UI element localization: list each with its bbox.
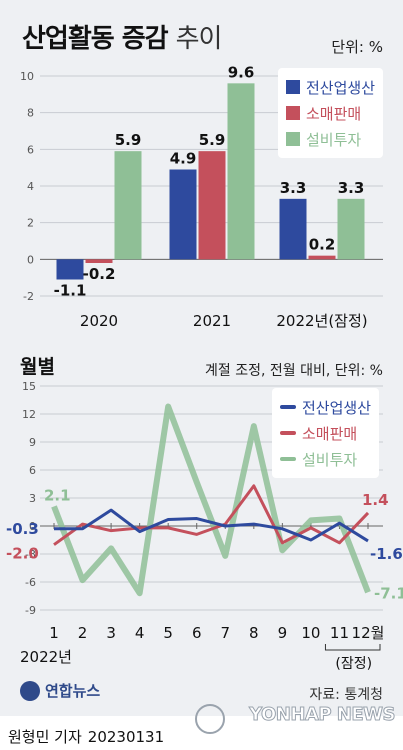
- source-note: 자료: 통계청: [309, 687, 383, 703]
- bar-retail: [198, 151, 226, 260]
- monthly-unit-label: 계절 조정, 전월 대비, 단위: %: [205, 363, 383, 379]
- provisional-note: (잠정): [335, 656, 372, 672]
- start-label-investment: 2.1: [44, 486, 71, 504]
- series-line-retail: [53, 484, 370, 546]
- x-tick-label: 12월: [352, 624, 385, 642]
- line-legend: 전산업생산 소매판매 설비투자: [272, 388, 380, 478]
- x-tick-label: 3: [106, 624, 116, 642]
- end-label-retail: 1.4: [362, 491, 389, 509]
- bar-data-label: 9.6: [228, 63, 255, 81]
- x-category-label: 2020: [80, 312, 118, 330]
- x-tick-label: 11: [330, 624, 349, 642]
- watermark-icon: [195, 704, 225, 734]
- series-line-investment: [51, 403, 371, 597]
- y-tick-label: 6: [29, 464, 36, 477]
- series-line-production: [54, 508, 369, 543]
- y-tick-label: 15: [22, 380, 36, 393]
- x-tick-label: 5: [163, 624, 173, 642]
- y-tick-label: 12: [22, 408, 36, 421]
- legend-line-retail: 소매판매: [280, 420, 371, 446]
- x-tick-label: 10: [301, 624, 320, 642]
- bar-investment: [337, 198, 365, 260]
- legend-item-retail: 소매판매: [286, 100, 375, 126]
- end-label-investment: -7.1: [374, 584, 403, 602]
- bar-production: [169, 169, 197, 260]
- bar-data-label: 4.9: [170, 150, 197, 168]
- x-category-label: 2022년(잠정): [276, 312, 367, 330]
- bar-legend: 전산업생산 소매판매 설비투자: [278, 68, 384, 158]
- x-tick-label: 7: [220, 624, 230, 642]
- bar-data-label: 3.3: [338, 179, 365, 197]
- yonhap-logo-icon: [20, 680, 40, 701]
- legend-line-investment: 설비투자: [280, 446, 371, 472]
- x-tick-label: 9: [278, 624, 288, 642]
- y-tick-label: -3: [25, 548, 36, 561]
- y-tick-label: 0: [27, 253, 34, 266]
- monthly-section-title: 월별: [20, 356, 55, 378]
- y-tick-label: 2: [27, 217, 34, 230]
- y-tick-label: 3: [29, 492, 36, 505]
- y-tick-label: -6: [25, 576, 36, 589]
- bar-retail: [308, 255, 336, 260]
- bar-production: [56, 259, 84, 280]
- watermark: YONHAP NEWS: [249, 704, 396, 726]
- bar-data-label: 0.2: [309, 236, 336, 254]
- reporter-credit: 원형민 기자 20230131: [8, 728, 165, 746]
- x-tick-label: 6: [192, 624, 202, 642]
- bar-data-label: 3.3: [280, 179, 307, 197]
- y-tick-label: 0: [29, 520, 36, 533]
- y-tick-label: -2: [23, 290, 34, 303]
- y-tick-label: 8: [27, 107, 34, 120]
- bar-investment: [227, 83, 255, 260]
- y-tick-label: 4: [27, 180, 34, 193]
- y-tick-label: -9: [25, 604, 36, 617]
- bar-production: [279, 198, 307, 260]
- unit-label: 단위: %: [331, 38, 383, 56]
- annual-bar-chart: -202468102020-1.1-0.25.920214.95.99.6202…: [20, 63, 383, 330]
- x-tick-label: 2: [78, 624, 88, 642]
- x-tick-label: 4: [135, 624, 145, 642]
- x-period-label: 2022년: [20, 648, 72, 666]
- bar-data-label: 5.9: [115, 131, 142, 149]
- y-tick-label: 10: [20, 70, 34, 83]
- legend-item-production: 전산업생산: [286, 74, 375, 100]
- bar-retail: [85, 259, 113, 263]
- bar-investment: [114, 151, 142, 260]
- yonhap-logo: 연합뉴스: [20, 680, 100, 701]
- x-tick-label: 1: [49, 624, 59, 642]
- x-category-label: 2021: [193, 312, 231, 330]
- bar-data-label: 5.9: [199, 131, 226, 149]
- y-tick-label: 6: [27, 143, 34, 156]
- x-tick-label: 8: [249, 624, 259, 642]
- y-tick-label: 9: [29, 436, 36, 449]
- chart-title: 산업활동 증감 추이: [22, 24, 222, 54]
- bar-data-label: -0.2: [83, 265, 116, 283]
- start-label-production: -0.3: [6, 520, 39, 538]
- start-label-retail: -2.0: [6, 545, 39, 563]
- legend-item-investment: 설비투자: [286, 126, 375, 152]
- provisional-bracket: [324, 644, 381, 651]
- legend-line-production: 전산업생산: [280, 394, 371, 420]
- end-label-production: -1.6: [370, 545, 403, 563]
- bar-data-label: -1.1: [54, 282, 87, 300]
